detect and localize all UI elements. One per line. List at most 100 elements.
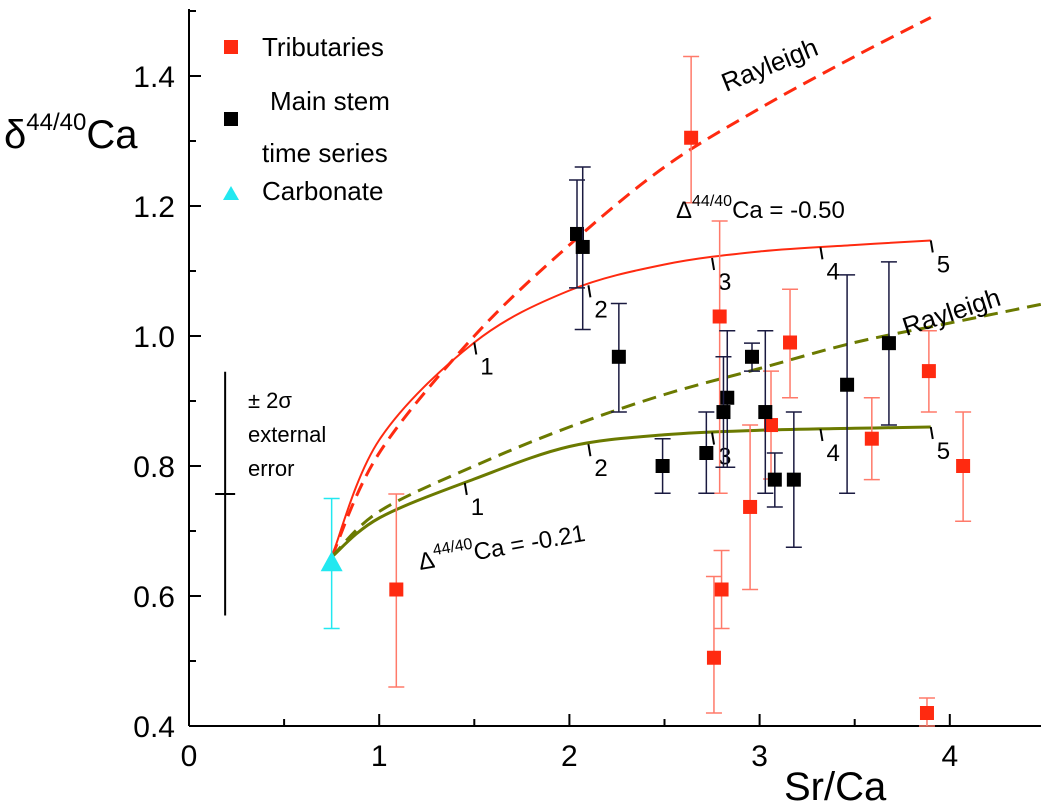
tributary-point — [705, 575, 722, 714]
main-stem-point — [743, 342, 760, 372]
x-tick-label: 0 — [181, 740, 198, 773]
curve-tick — [711, 432, 716, 445]
marker-square — [655, 459, 670, 473]
external-error-line-1: ± 2σ — [248, 388, 292, 413]
marker-square — [864, 431, 879, 446]
main-stem-point — [654, 437, 671, 495]
marker-triangle — [320, 551, 343, 572]
curve-tick — [587, 285, 592, 298]
marker-square — [706, 650, 721, 665]
legend-label-main-stem: Main stem — [270, 86, 390, 116]
legend: Tributaries Main stem time series Carbon… — [223, 32, 390, 206]
curve-tick — [819, 428, 824, 442]
x-tick-label: 4 — [941, 740, 958, 773]
marker-square — [767, 472, 782, 487]
x-tick-label: 2 — [561, 740, 578, 773]
marker-square — [764, 418, 779, 433]
rayleigh-label-050: Rayleigh — [717, 32, 822, 98]
curve-tick — [473, 342, 478, 355]
marker-square — [714, 582, 729, 597]
tributary-point — [713, 549, 730, 630]
tributary-point — [782, 288, 799, 399]
legend-label-time-series: time series — [262, 138, 388, 168]
marker-square — [716, 405, 731, 420]
tributary-point — [683, 55, 700, 204]
tributary-point — [955, 411, 972, 522]
curve-tick — [929, 426, 934, 440]
external-error-line-2: external — [248, 422, 326, 447]
external-error-label: ± 2σ external error — [248, 388, 326, 481]
marker-square — [758, 405, 773, 420]
curve-tick — [819, 247, 824, 260]
marker-square — [743, 499, 758, 514]
marker-square — [570, 226, 585, 241]
main-stem-point — [574, 166, 591, 331]
marker-square — [611, 349, 626, 364]
main-stem-point — [715, 356, 732, 469]
curve-tick — [463, 482, 468, 496]
curve-tick-label: 3 — [718, 269, 731, 296]
x-axis-label: Sr/Ca — [784, 765, 887, 804]
curve-rayleigh-021 — [330, 302, 1041, 559]
tributary-point — [742, 424, 759, 591]
curve-tick — [711, 257, 716, 271]
legend-label-carbonate: Carbonate — [262, 176, 383, 206]
curve-tick-label: 4 — [826, 440, 839, 467]
legend-marker-tributaries — [224, 40, 238, 54]
main-stem-point — [698, 411, 715, 495]
main-stem-point — [766, 452, 783, 508]
curve-tick-label: 3 — [718, 444, 731, 471]
curve-tick — [587, 443, 592, 457]
main-stem-point — [610, 302, 627, 413]
tributary-point — [863, 397, 880, 481]
tributary-point — [920, 330, 937, 413]
carbonate-point — [320, 497, 343, 630]
curve-tick-label: 5 — [937, 251, 950, 278]
y-tick-label: 0.8 — [133, 451, 175, 484]
y-tick-label: 1.0 — [133, 321, 175, 354]
y-tick-label: 1.2 — [133, 191, 175, 224]
marker-square — [699, 446, 714, 460]
marker-square — [921, 364, 936, 379]
x-tick-label: 1 — [371, 740, 388, 773]
main-stem-point — [839, 274, 856, 495]
curves: 1 2 3 4 5 1 2 3 4 5 — [330, 16, 1041, 559]
main-stem-point — [785, 411, 802, 548]
delta-label-050: Δ44/40Ca = -0.50 — [676, 193, 845, 224]
main-stem-point — [757, 330, 774, 495]
marker-square — [840, 377, 855, 392]
marker-square — [389, 582, 404, 597]
y-tick-label: 0.6 — [133, 581, 175, 614]
legend-marker-carbonate — [223, 186, 239, 200]
y-axis-label: δ44/40Ca — [4, 109, 138, 157]
external-error-line-3: error — [248, 456, 294, 481]
marker-square — [575, 239, 590, 254]
marker-square — [881, 336, 896, 351]
y-tick-label: 1.4 — [133, 61, 175, 94]
legend-label-tributaries: Tributaries — [262, 32, 384, 62]
curve-tick — [929, 240, 934, 253]
legend-marker-main-stem — [224, 112, 238, 126]
marker-square — [720, 390, 735, 405]
tributary-point — [918, 697, 935, 727]
data-points — [320, 55, 972, 727]
marker-square — [786, 472, 801, 487]
tributary-point — [388, 493, 405, 688]
curve-tick-label: 2 — [594, 296, 607, 323]
curve-rayleigh-050 — [330, 16, 932, 558]
delta-label-021: Δ44/40Ca = -0.21 — [416, 516, 588, 576]
rayleigh-label-021: Rayleigh — [899, 282, 1004, 342]
marker-square — [783, 335, 798, 350]
marker-square — [744, 349, 759, 364]
curve-tick-label: 2 — [594, 455, 607, 482]
curve-batch-021 — [330, 425, 931, 559]
x-tick-label: 3 — [751, 740, 768, 773]
main-stem-point — [880, 261, 897, 426]
curve-tick-label: 1 — [471, 494, 484, 521]
y-tick-label: 0.4 — [133, 711, 175, 744]
marker-square — [956, 459, 971, 473]
marker-square — [684, 130, 699, 145]
axes: 0 1 2 3 4 0.4 0.6 0.8 1.0 1.2 1.4 — [133, 9, 1041, 773]
curve-tick-label: 1 — [480, 354, 493, 381]
